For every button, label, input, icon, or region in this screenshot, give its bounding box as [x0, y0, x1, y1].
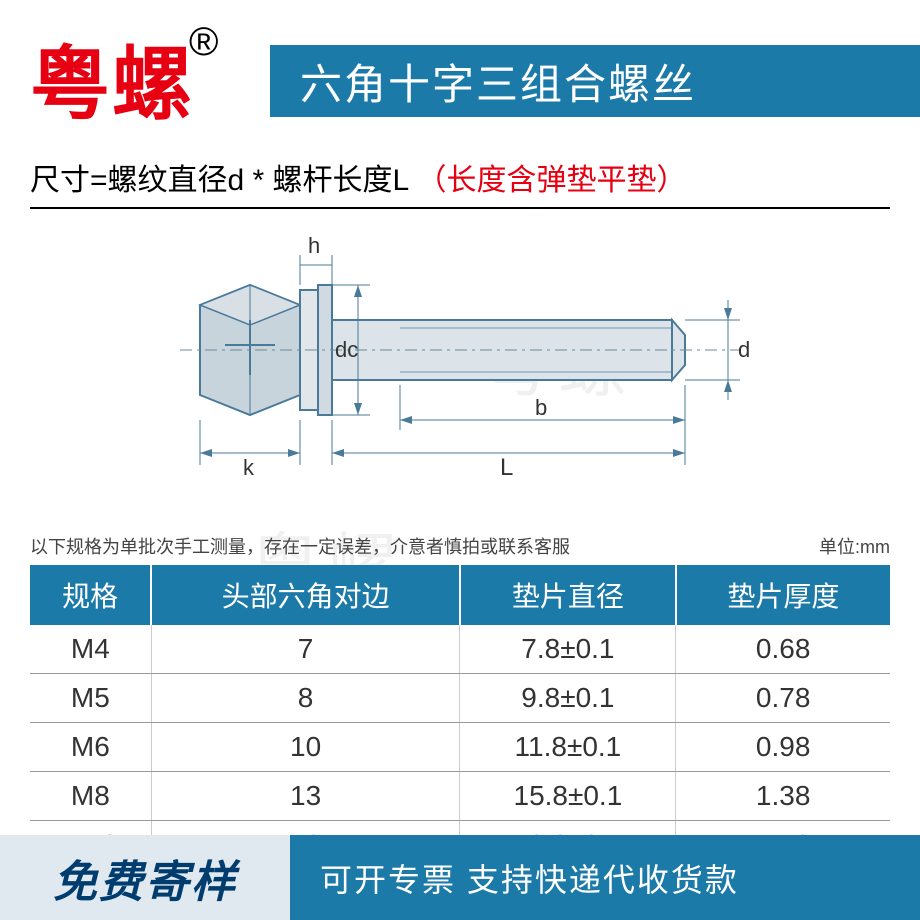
title-text: 六角十字三组合螺丝	[300, 51, 696, 112]
label-d: d	[738, 337, 750, 362]
label-L: L	[500, 454, 513, 481]
note-left: 以下规格为单批次手工测量，存在一定误差，介意者慎拍或联系客服	[30, 533, 570, 559]
col-hex: 头部六角对边	[151, 565, 460, 625]
table-row: M6 10 11.8±0.1 0.98	[30, 723, 890, 772]
size-formula: 尺寸=螺纹直径d * 螺杆长度L （长度含弹垫平垫）	[30, 155, 890, 209]
brand-text: 粤螺	[30, 40, 194, 129]
note-right: 单位:mm	[819, 533, 890, 559]
table-body: M4 7 7.8±0.1 0.68 M5 8 9.8±0.1 0.78 M6 1…	[30, 625, 890, 870]
col-washer-thk: 垫片厚度	[676, 565, 890, 625]
col-spec: 规格	[30, 565, 151, 625]
label-b: b	[535, 395, 547, 420]
screw-diagram: h dc d k L b	[140, 225, 780, 485]
formula-label: 尺寸=螺纹直径d * 螺杆长度L	[30, 164, 408, 197]
label-dc: dc	[335, 337, 358, 362]
service-info: 可开专票 支持快递代收货款	[290, 835, 920, 920]
brand-logo: 粤螺®	[30, 20, 220, 136]
note-row: 以下规格为单批次手工测量，存在一定误差，介意者慎拍或联系客服 单位:mm	[30, 533, 890, 559]
label-k: k	[243, 455, 255, 480]
table-row: M5 8 9.8±0.1 0.78	[30, 674, 890, 723]
bottom-bar: 免费寄样 可开专票 支持快递代收货款	[0, 835, 920, 920]
table-row: M4 7 7.8±0.1 0.68	[30, 625, 890, 674]
spec-table: 规格 头部六角对边 垫片直径 垫片厚度 M4 7 7.8±0.1 0.68 M5…	[30, 565, 890, 870]
registered-mark: ®	[189, 20, 220, 64]
label-h: h	[308, 233, 320, 258]
title-bar: 六角十字三组合螺丝	[270, 45, 920, 117]
table-header-row: 规格 头部六角对边 垫片直径 垫片厚度	[30, 565, 890, 625]
free-sample-badge: 免费寄样	[0, 835, 290, 920]
formula-note: （长度含弹垫平垫）	[416, 164, 686, 197]
table-row: M8 13 15.8±0.1 1.38	[30, 772, 890, 821]
col-washer-dia: 垫片直径	[460, 565, 676, 625]
